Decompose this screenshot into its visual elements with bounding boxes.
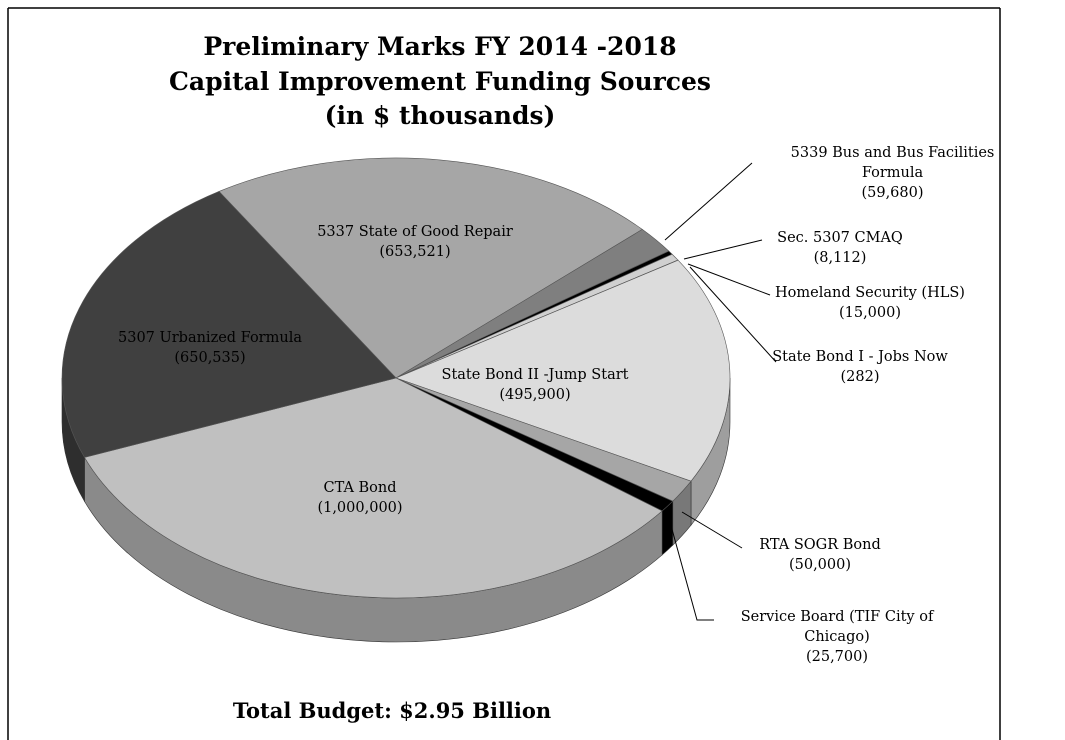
leader-line	[689, 266, 777, 363]
value-label: (282)	[840, 369, 880, 385]
leader-line	[681, 511, 743, 549]
slice-label: 5307 Urbanized Formula (650,535)	[60, 328, 360, 368]
value-label: (50,000)	[788, 557, 852, 573]
category-label: RTA SOGR Bond	[759, 537, 881, 553]
leader-line	[687, 263, 771, 296]
category-label: Service Board (TIF City of Chicago)	[740, 609, 934, 645]
chart-title: Capital Improvement Funding Sources	[169, 67, 711, 96]
category-label: State Bond II -Jump Start	[441, 367, 629, 383]
value-label: (59,680)	[861, 185, 924, 201]
value-label: (495,900)	[499, 387, 571, 403]
chart-title: Preliminary Marks FY 2014 -2018	[203, 32, 676, 61]
slice	[218, 157, 643, 379]
slice-label: RTA SOGR Bond (50,000)	[720, 535, 920, 575]
category-label: 5339 Bus and Bus Facilities Formula	[790, 145, 995, 181]
category-label: 5307 Urbanized Formula	[118, 330, 302, 346]
value-label: (1,000,000)	[317, 500, 403, 516]
value-label: (653,521)	[379, 244, 451, 260]
leader-line	[664, 162, 753, 241]
total-annotation: Total Budget: $2.95 Billion	[233, 698, 551, 723]
slice	[61, 191, 397, 458]
category-label: 5337 State of Good Repair	[317, 224, 513, 240]
chart-title: (in $ thousands)	[325, 101, 556, 130]
value-label: (15,000)	[838, 305, 902, 321]
slice-label: Sec. 5307 CMAQ (8,112)	[740, 228, 940, 268]
category-label: Sec. 5307 CMAQ	[777, 230, 903, 246]
leader-line	[669, 521, 714, 621]
slice-label: Service Board (TIF City of Chicago) (25,7…	[712, 607, 962, 667]
slice-label: Homeland Security (HLS) (15,000)	[760, 283, 980, 323]
value-label: (650,535)	[174, 350, 246, 366]
slice-label: State Bond I - Jobs Now (282)	[750, 347, 970, 387]
slice-label: 5337 State of Good Repair (653,521)	[300, 222, 530, 262]
slice-label: CTA Bond (1,000,000)	[260, 478, 460, 518]
slice-label: State Bond II -Jump Start (495,900)	[420, 365, 650, 405]
category-label: Homeland Security (HLS)	[775, 285, 965, 301]
slice	[395, 259, 731, 482]
category-label: State Bond I - Jobs Now	[772, 349, 948, 365]
slice	[84, 377, 663, 599]
slice-label: 5339 Bus and Bus Facilities Formula (59,6…	[770, 143, 1015, 203]
value-label: (25,700)	[805, 649, 869, 665]
category-label: CTA Bond	[323, 480, 397, 496]
value-label: (8,112)	[813, 250, 867, 266]
leader-line	[683, 239, 763, 260]
